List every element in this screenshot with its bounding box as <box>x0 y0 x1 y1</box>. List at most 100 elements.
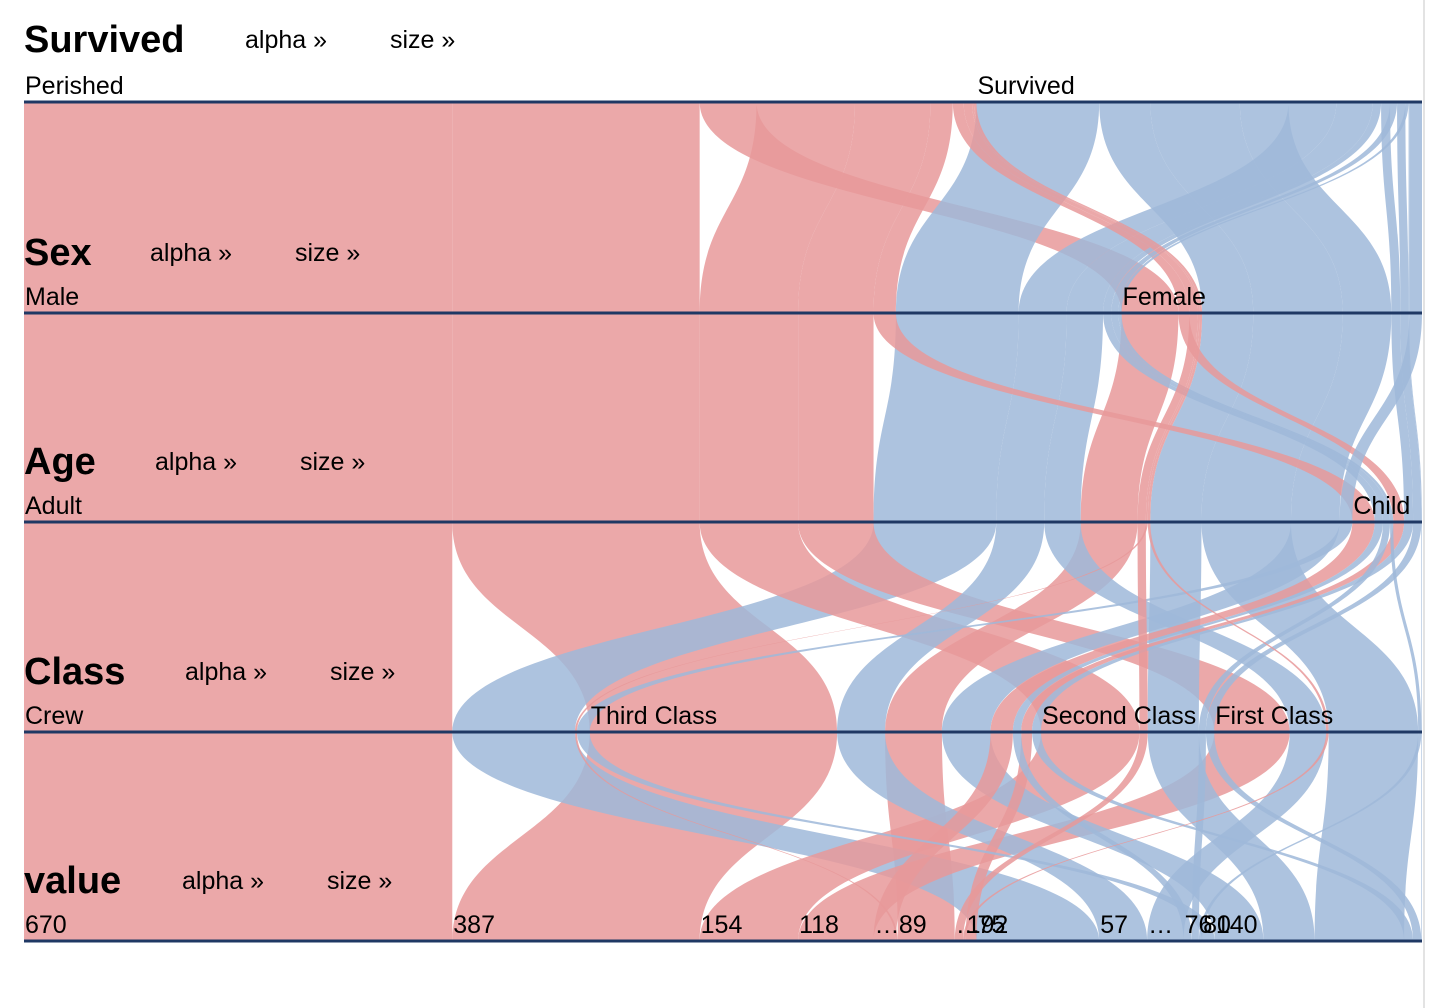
sort-alpha-link-class[interactable]: alpha » <box>185 658 267 686</box>
category-label-third-class[interactable]: Third Class <box>591 702 717 730</box>
ribbon-survived-third-class-segment-1[interactable] <box>1381 102 1401 313</box>
ribbon-survived-third-class-segment-2[interactable] <box>1391 313 1414 522</box>
value-label-2[interactable]: 387 <box>453 911 495 939</box>
ribbon-perished-crew-segment-1[interactable] <box>971 102 1200 313</box>
ribbon-survived-third-class-segment-4[interactable] <box>837 732 1148 941</box>
sort-size-link-age[interactable]: size » <box>300 448 365 476</box>
ribbon-survived-third-class-segment-3[interactable] <box>1012 522 1384 732</box>
value-label-13[interactable]: 80 <box>1203 911 1231 939</box>
ribbon-perished-crew-segment-2[interactable] <box>1145 313 1200 522</box>
ribbon-survived-first-class-segment-4[interactable] <box>1314 732 1419 941</box>
ribbon-survived-second-class-segment-2[interactable] <box>1111 313 1391 522</box>
ribbon-survived-second-class-segment-1[interactable] <box>1397 102 1409 313</box>
dimension-title-survived[interactable]: Survived <box>24 19 185 61</box>
ribbon-perished-first-class-segment-2[interactable] <box>798 313 874 522</box>
value-label-6[interactable]: 89 <box>899 911 927 939</box>
ribbon-survived-first-class-segment-1[interactable] <box>1408 102 1410 313</box>
sort-size-link-sex[interactable]: size » <box>295 239 360 267</box>
ribbon-survived-second-class-segment-3[interactable] <box>1205 522 1422 732</box>
ribbon-survived-second-class-segment-4[interactable] <box>1205 732 1422 941</box>
ribbon-perished-third-class-segment-3[interactable] <box>452 522 838 732</box>
ribbon-survived-third-class-segment-3[interactable] <box>1032 522 1414 732</box>
ribbon-survived-crew-segment-1[interactable] <box>895 102 1100 313</box>
ribbon-perished-first-class-segment-3[interactable] <box>798 522 1290 732</box>
ribbon-perished-third-class-segment-2[interactable] <box>873 313 1375 522</box>
ribbon-survived-first-class-segment-2[interactable] <box>1118 313 1394 522</box>
dimension-title-sex[interactable]: Sex <box>24 232 92 274</box>
ribbon-perished-second-class-segment-2[interactable] <box>1137 313 1198 522</box>
ribbon-perished-crew-segment-3[interactable] <box>24 522 453 732</box>
value-label-8[interactable]: 192 <box>967 911 1009 939</box>
ribbon-perished-first-class-segment-2[interactable] <box>1147 313 1203 522</box>
ribbon-survived-first-class-segment-1[interactable] <box>1150 102 1343 313</box>
ribbon-perished-first-class-segment-4[interactable] <box>798 732 1290 941</box>
ribbon-survived-first-class-segment-2[interactable] <box>1201 313 1343 522</box>
category-label-adult[interactable]: Adult <box>25 492 82 520</box>
ribbon-perished-third-class-segment-2[interactable] <box>1178 313 1405 522</box>
value-label-3[interactable]: 154 <box>701 911 743 939</box>
ribbon-survived-third-class-segment-4[interactable] <box>1012 732 1192 941</box>
ribbon-perished-third-class-segment-4[interactable] <box>873 732 1013 941</box>
sort-size-link-survived[interactable]: size » <box>390 26 455 54</box>
ribbon-survived-second-class-segment-2[interactable] <box>1150 313 1254 522</box>
sort-alpha-link-survived[interactable]: alpha » <box>245 26 327 54</box>
category-label-male[interactable]: Male <box>25 283 79 311</box>
value-label-7[interactable]: … <box>956 911 981 939</box>
sort-size-link-class[interactable]: size » <box>330 658 395 686</box>
ribbon-perished-third-class-segment-1[interactable] <box>873 102 953 313</box>
ribbon-perished-second-class-segment-1[interactable] <box>963 102 1198 313</box>
dimension-title-value[interactable]: value <box>24 860 121 902</box>
ribbon-survived-third-class-segment-1[interactable] <box>1018 102 1337 313</box>
ribbon-perished-first-class-segment-4[interactable] <box>963 732 1329 941</box>
ribbon-perished-third-class-segment-2[interactable] <box>452 313 700 522</box>
sort-alpha-link-age[interactable]: alpha » <box>155 448 237 476</box>
ribbon-survived-third-class-segment-2[interactable] <box>996 313 1067 522</box>
value-label-14[interactable]: 140 <box>1216 911 1258 939</box>
ribbon-perished-second-class-segment-3[interactable] <box>1137 522 1148 732</box>
ribbon-survived-first-class-segment-2[interactable] <box>1408 313 1422 522</box>
ribbon-survived-first-class-segment-4[interactable] <box>1147 732 1327 941</box>
value-label-5[interactable]: … <box>875 911 900 939</box>
sort-size-link-value[interactable]: size » <box>327 867 392 895</box>
ribbon-survived-second-class-segment-1[interactable] <box>1111 102 1398 313</box>
ribbon-survived-first-class-segment-4[interactable] <box>1421 732 1422 941</box>
ribbon-perished-third-class-segment-1[interactable] <box>952 102 1190 313</box>
ribbon-perished-crew-segment-4[interactable] <box>24 732 453 941</box>
ribbon-perished-third-class-segment-1[interactable] <box>452 102 700 313</box>
ribbon-survived-crew-segment-4[interactable] <box>576 732 1215 941</box>
ribbon-perished-second-class-segment-4[interactable] <box>954 732 1148 941</box>
ribbon-perished-crew-segment-2[interactable] <box>24 313 453 522</box>
ribbon-survived-first-class-segment-3[interactable] <box>1390 522 1422 732</box>
ribbon-perished-second-class-segment-2[interactable] <box>699 313 799 522</box>
ribbon-survived-crew-segment-2[interactable] <box>873 313 1019 522</box>
value-label-10[interactable]: 57 <box>1100 911 1128 939</box>
category-label-female[interactable]: Female <box>1123 283 1206 311</box>
ribbon-perished-third-class-segment-4[interactable] <box>452 732 838 941</box>
ribbon-survived-crew-segment-3[interactable] <box>576 522 1353 732</box>
ribbon-perished-first-class-segment-1[interactable] <box>798 102 931 313</box>
ribbon-perished-crew-segment-1[interactable] <box>24 102 453 313</box>
sort-alpha-link-sex[interactable]: alpha » <box>150 239 232 267</box>
sort-alpha-link-value[interactable]: alpha » <box>182 867 264 895</box>
category-label-perished[interactable]: Perished <box>25 72 124 100</box>
ribbon-perished-second-class-segment-4[interactable] <box>699 732 1140 941</box>
ribbon-survived-first-class-segment-1[interactable] <box>1066 102 1373 313</box>
ribbon-survived-crew-segment-4[interactable] <box>452 732 1100 941</box>
ribbon-perished-second-class-segment-1[interactable] <box>699 102 856 313</box>
value-label-4[interactable]: 118 <box>799 911 839 939</box>
category-label-first-class[interactable]: First Class <box>1215 702 1333 730</box>
ribbon-survived-third-class-segment-4[interactable] <box>1032 732 1414 941</box>
ribbon-perished-first-class-segment-1[interactable] <box>973 102 1203 313</box>
value-label-11[interactable]: … <box>1148 911 1173 939</box>
ribbon-survived-first-class-segment-4[interactable] <box>1198 732 1422 941</box>
dimension-title-age[interactable]: Age <box>24 441 96 483</box>
value-label-9[interactable]: 75 <box>977 911 1005 939</box>
category-label-crew[interactable]: Crew <box>25 702 84 730</box>
ribbon-perished-third-class-segment-3[interactable] <box>1021 522 1405 732</box>
ribbon-perished-first-class-segment-3[interactable] <box>1147 522 1329 732</box>
category-label-survived[interactable]: Survived <box>977 72 1074 100</box>
ribbon-perished-third-class-segment-3[interactable] <box>990 522 1375 732</box>
ribbon-survived-first-class-segment-3[interactable] <box>1421 522 1422 732</box>
ribbon-survived-second-class-segment-4[interactable] <box>1191 732 1206 941</box>
value-label-1[interactable]: 670 <box>25 911 67 939</box>
